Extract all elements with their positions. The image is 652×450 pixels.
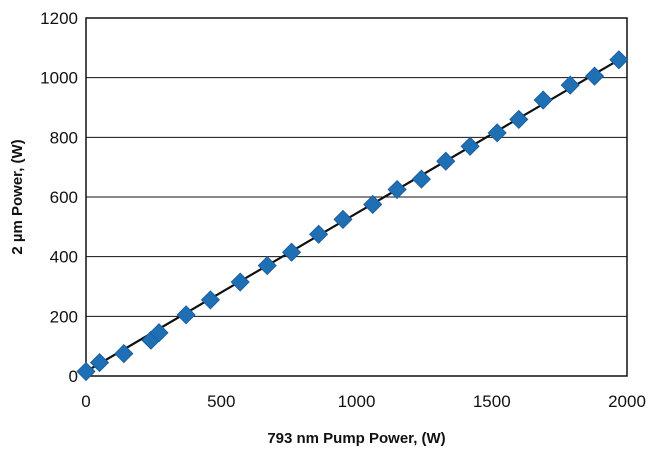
data-point [460, 136, 480, 156]
y-tick-labels: 0 200 400 600 800 1000 1200 [40, 9, 78, 386]
data-point [114, 344, 134, 364]
data-point [89, 353, 110, 373]
data-point [387, 179, 407, 200]
data-point [257, 256, 277, 276]
x-tick-label: 0 [81, 392, 90, 411]
data-point [560, 75, 580, 95]
y-axis-title: 2 µm Power, (W) [9, 139, 26, 254]
data-point [176, 305, 196, 325]
gridlines [86, 77, 627, 317]
y-tick-label: 400 [50, 248, 78, 267]
x-axis-title: 793 nm Pump Power, (W) [267, 430, 445, 447]
data-point [149, 323, 169, 343]
data-point [333, 209, 353, 229]
data-point [533, 90, 553, 110]
x-tick-label: 1000 [338, 392, 376, 411]
y-tick-label: 1200 [40, 9, 78, 28]
fit-line [85, 58, 620, 373]
data-point [363, 194, 383, 215]
data-point [282, 242, 302, 262]
data-point [230, 272, 250, 292]
y-tick-label: 600 [50, 188, 78, 207]
data-point [200, 290, 220, 310]
data-point [76, 361, 96, 382]
y-tick-label: 800 [50, 128, 78, 147]
y-tick-label: 0 [69, 367, 78, 386]
x-tick-label: 2000 [608, 392, 646, 411]
fit-line-group [85, 58, 620, 373]
data-point [411, 169, 431, 189]
data-points [76, 50, 629, 382]
data-point [609, 50, 629, 70]
y-tick-label: 1000 [40, 69, 78, 88]
data-point [309, 224, 329, 244]
data-point [509, 109, 529, 129]
x-tick-label: 1500 [473, 392, 511, 411]
x-tick-label: 500 [207, 392, 235, 411]
data-point [487, 123, 507, 143]
y-tick-label: 200 [50, 307, 78, 326]
x-tick-labels: 0 500 1000 1500 2000 [81, 392, 646, 411]
plot-area [85, 17, 628, 377]
data-point [584, 66, 605, 86]
data-point [436, 151, 456, 171]
